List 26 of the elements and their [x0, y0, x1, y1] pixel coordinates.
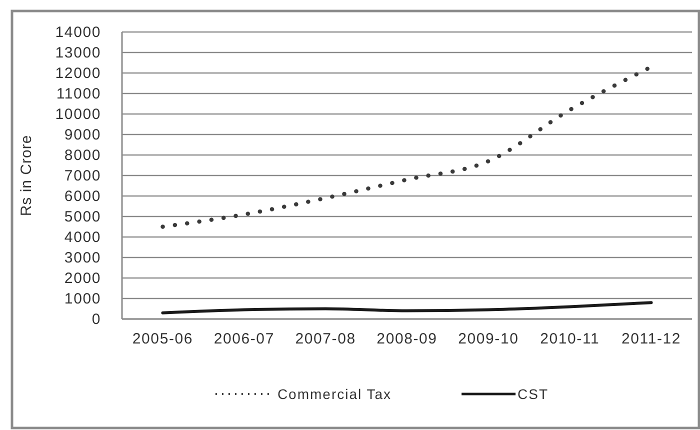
- line-series: [161, 301, 653, 314]
- y-tick-label: 12000: [55, 64, 101, 82]
- x-tick-label: 2009-10: [458, 330, 519, 348]
- y-tick-label: 9000: [64, 126, 101, 144]
- y-tick-label: 1000: [64, 290, 101, 308]
- x-tick-label: 2011-12: [622, 330, 682, 348]
- y-tick-label: 14000: [55, 24, 101, 41]
- y-tick-label: 3000: [64, 249, 101, 266]
- y-tick-label: 6000: [64, 188, 101, 205]
- legend-label: CST: [518, 386, 549, 402]
- y-tick-label: 8000: [64, 146, 101, 164]
- y-tick-label: 13000: [55, 44, 101, 62]
- y-axis-title: Rs in Crore: [18, 134, 35, 216]
- x-tick-label: 2008-09: [376, 330, 438, 348]
- y-tick-label: 11000: [56, 85, 101, 102]
- x-tick-label: 2010-11: [540, 330, 600, 348]
- x-tick-label: 2006-07: [214, 330, 274, 348]
- x-tick-label: 2007-08: [295, 330, 356, 348]
- y-tick-label: 2000: [64, 270, 101, 287]
- x-tick-label: 2005-06: [132, 330, 194, 348]
- y-tick-label: 10000: [55, 106, 101, 123]
- y-tick-label: 5000: [64, 208, 101, 226]
- y-tick-label: 4000: [64, 228, 101, 246]
- legend-label: Commercial Tax: [277, 386, 392, 402]
- y-tick-label: 0: [92, 310, 101, 328]
- y-tick-label: 7000: [64, 167, 101, 184]
